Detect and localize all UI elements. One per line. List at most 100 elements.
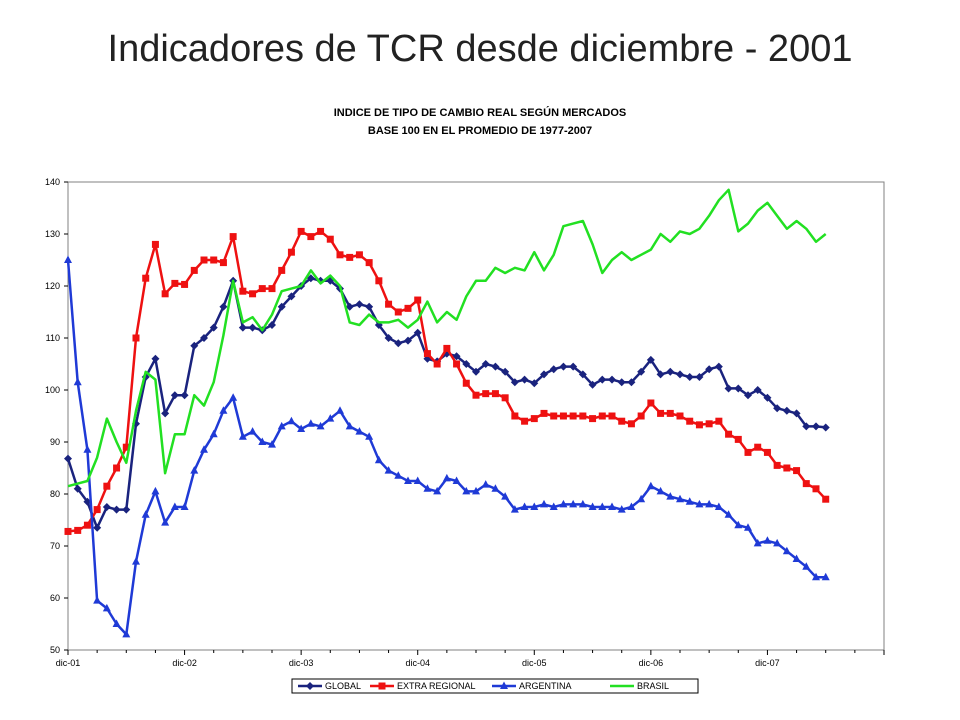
data-point bbox=[113, 464, 121, 472]
data-point bbox=[714, 362, 723, 371]
data-point bbox=[112, 505, 121, 514]
data-point bbox=[773, 404, 782, 413]
data-point bbox=[103, 482, 111, 490]
data-point bbox=[617, 505, 626, 513]
data-point bbox=[132, 557, 140, 565]
data-point bbox=[122, 629, 131, 638]
data-point bbox=[277, 421, 286, 430]
data-point bbox=[491, 390, 499, 398]
data-point bbox=[229, 393, 238, 401]
data-point bbox=[278, 266, 286, 274]
data-point bbox=[112, 619, 121, 627]
data-point bbox=[646, 355, 655, 364]
data-point bbox=[501, 367, 510, 376]
data-point bbox=[64, 255, 72, 263]
data-point bbox=[219, 302, 228, 311]
data-point bbox=[307, 233, 315, 241]
data-point bbox=[326, 235, 334, 243]
data-point bbox=[190, 266, 198, 274]
data-point bbox=[414, 296, 422, 304]
data-point bbox=[725, 430, 733, 438]
data-point bbox=[588, 502, 597, 510]
data-point bbox=[521, 417, 529, 425]
y-tick-label: 100 bbox=[45, 385, 60, 395]
data-point bbox=[734, 435, 742, 443]
x-tick-label: dic-03 bbox=[289, 658, 314, 668]
data-point bbox=[355, 251, 363, 259]
data-point bbox=[394, 339, 403, 348]
data-point bbox=[161, 290, 169, 298]
data-point bbox=[724, 510, 733, 518]
data-point bbox=[656, 486, 665, 495]
data-point bbox=[374, 455, 383, 464]
data-point bbox=[578, 370, 587, 379]
y-tick-label: 60 bbox=[50, 593, 60, 603]
chart-title-block: INDICE DE TIPO DE CAMBIO REAL SEGÚN MERC… bbox=[0, 104, 960, 140]
data-point bbox=[608, 375, 616, 384]
data-point bbox=[73, 377, 82, 386]
data-point bbox=[510, 505, 519, 513]
data-point bbox=[219, 259, 227, 267]
data-point bbox=[317, 227, 325, 235]
data-point bbox=[442, 473, 451, 482]
data-point bbox=[74, 526, 82, 534]
data-point bbox=[666, 367, 675, 376]
data-point bbox=[549, 502, 558, 510]
legend-marker bbox=[378, 682, 386, 690]
data-point bbox=[404, 304, 412, 312]
data-point bbox=[238, 432, 247, 440]
data-point bbox=[83, 445, 92, 453]
data-point bbox=[501, 492, 510, 500]
data-point bbox=[190, 466, 199, 474]
data-point bbox=[491, 362, 500, 371]
data-point bbox=[754, 443, 762, 451]
y-tick-label: 130 bbox=[45, 229, 60, 239]
data-point bbox=[481, 360, 490, 368]
data-point bbox=[734, 384, 743, 393]
data-point bbox=[822, 495, 830, 503]
data-point bbox=[209, 323, 218, 332]
data-point bbox=[297, 424, 306, 432]
data-point bbox=[297, 227, 305, 235]
data-point bbox=[239, 287, 247, 295]
legend-label: EXTRA REGIONAL bbox=[397, 681, 476, 691]
series-line-brasil bbox=[67, 188, 827, 488]
x-tick-label: dic-02 bbox=[172, 658, 197, 668]
data-point bbox=[472, 391, 480, 399]
data-point bbox=[782, 546, 791, 555]
y-tick-label: 120 bbox=[45, 281, 60, 291]
data-point bbox=[734, 520, 743, 529]
data-point bbox=[287, 416, 296, 425]
data-point bbox=[714, 502, 723, 510]
data-point bbox=[578, 499, 587, 508]
data-point bbox=[306, 274, 315, 283]
data-point bbox=[676, 494, 684, 503]
data-point bbox=[598, 412, 606, 420]
data-point bbox=[122, 505, 131, 514]
data-point bbox=[724, 384, 733, 393]
data-point bbox=[656, 370, 665, 379]
chart-subtitle: BASE 100 EN EL PROMEDIO DE 1977-2007 bbox=[367, 125, 593, 137]
data-point bbox=[666, 492, 675, 500]
data-point bbox=[763, 536, 772, 544]
data-point bbox=[637, 494, 646, 503]
data-point bbox=[375, 277, 383, 285]
data-point bbox=[617, 378, 626, 387]
data-point bbox=[821, 423, 830, 432]
data-point bbox=[472, 367, 480, 376]
data-point bbox=[763, 448, 771, 456]
data-point bbox=[453, 360, 461, 368]
x-tick-label: dic-05 bbox=[522, 658, 547, 668]
data-point bbox=[802, 422, 811, 431]
data-point bbox=[365, 259, 373, 267]
data-point bbox=[695, 373, 704, 381]
legend-marker bbox=[500, 681, 508, 689]
data-point bbox=[715, 417, 723, 425]
legend-label: ARGENTINA bbox=[519, 681, 572, 691]
chart-title: INDICE DE TIPO DE CAMBIO REAL SEGÚN MERC… bbox=[333, 107, 627, 119]
legend-label: GLOBAL bbox=[325, 681, 361, 691]
data-point bbox=[181, 280, 189, 288]
data-point bbox=[384, 466, 393, 474]
data-point bbox=[142, 274, 150, 282]
